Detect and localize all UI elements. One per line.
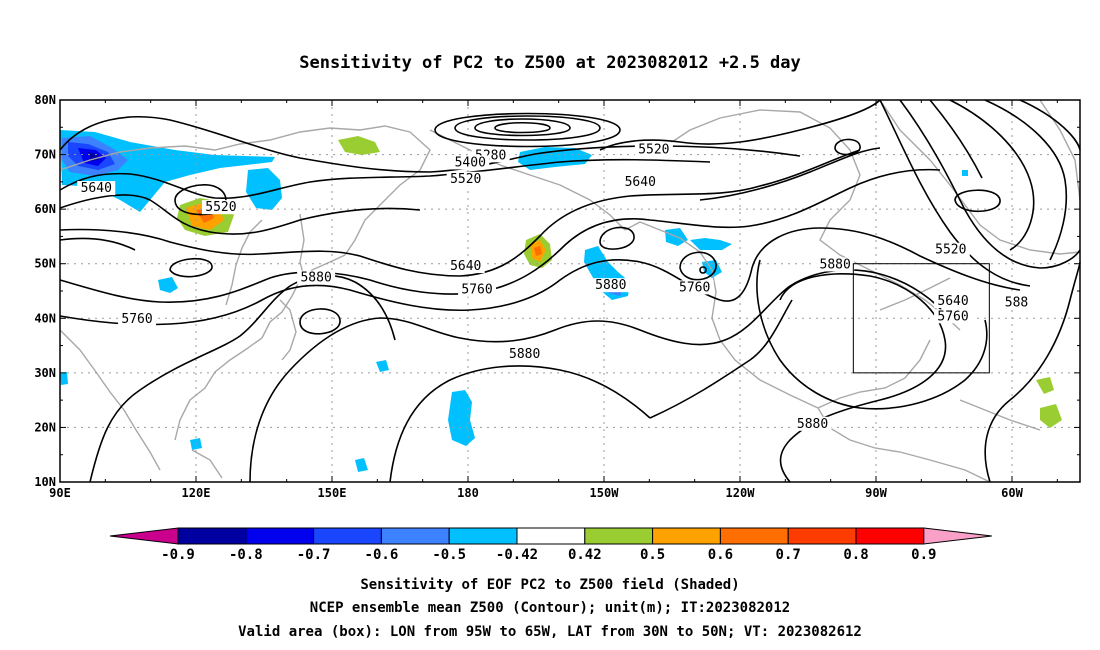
- contour-label-bg: [793, 416, 832, 431]
- colorbar-tick-label: -0.5: [432, 547, 466, 563]
- colorbar-high-triangle: [923, 527, 992, 545]
- contour-label: 5520: [935, 243, 966, 258]
- contour-label-bg: [934, 294, 973, 309]
- lon-label: 90E: [49, 486, 71, 500]
- contour-label-bg: [458, 282, 497, 297]
- lon-label: 150E: [318, 486, 347, 500]
- contour-label-bg: [77, 181, 116, 196]
- contour-label-bg: [675, 280, 714, 295]
- contour-label-bg: [297, 270, 336, 285]
- colorbar-tick-label: -0.8: [229, 547, 263, 563]
- lat-label: 50N: [34, 257, 56, 271]
- caption-valid-area: Valid area (box): LON from 95W to 65W, L…: [238, 624, 862, 640]
- contour-label: 5640: [81, 181, 112, 196]
- colorbar-segment: [177, 527, 247, 545]
- contour-label-bg: [505, 346, 544, 361]
- colorbar-segment: [380, 527, 450, 545]
- colorbar-tick-label: -0.42: [496, 547, 538, 563]
- contour-label: 5760: [679, 280, 710, 295]
- colorbar-tick-label: -0.9: [161, 547, 195, 563]
- colorbar-segment: [245, 527, 315, 545]
- contour-label: 5640: [625, 175, 656, 190]
- longitude-labels: 90E 120E 150E 180 150W 120W 90W 60W: [49, 486, 1023, 500]
- colorbar-segment: [448, 527, 518, 545]
- lat-label: 30N: [34, 366, 56, 380]
- lat-label: 80N: [34, 93, 56, 107]
- colorbar-tick-label: -0.7: [297, 547, 331, 563]
- colorbar-segment: [855, 527, 925, 545]
- lat-label: 10N: [34, 475, 56, 489]
- lat-label: 70N: [34, 148, 56, 162]
- contour-label: 5400: [455, 155, 486, 170]
- colorbar-segment: [584, 527, 654, 545]
- colorbar-segment: [516, 527, 586, 545]
- colorbar-tick-label: 0.5: [640, 547, 665, 563]
- contour-label-bg: [634, 142, 673, 157]
- lat-label: 20N: [34, 420, 56, 434]
- colorbar-segment: [313, 527, 382, 545]
- colorbar-tick-label: 0.42: [568, 547, 602, 563]
- contour-label: 5880: [595, 278, 626, 293]
- contour-label: 5640: [937, 294, 968, 309]
- colorbar-segment: [652, 527, 721, 545]
- colorbar: -0.9 -0.8 -0.7 -0.6 -0.5 -0.42 0.42 0.5 0.6 0.7 0.…: [109, 527, 992, 563]
- contour-label: 5760: [121, 312, 152, 327]
- colorbar-low-triangle: [109, 527, 179, 545]
- colorbar-segment: [787, 527, 857, 545]
- contour-label-bg: [201, 200, 240, 215]
- valid-area-box: [852, 263, 990, 374]
- colorbar-tick-label: 0.9: [911, 547, 936, 563]
- contour-label: 5520: [450, 172, 481, 187]
- colorbar-tick-label: 0.6: [708, 547, 733, 563]
- contour-label-bg: [451, 155, 490, 170]
- lon-label: 120E: [182, 486, 211, 500]
- contour-label-bg: [931, 242, 970, 257]
- contour-label-bg: [816, 257, 855, 272]
- colorbar-segment: [719, 527, 789, 545]
- caption-shaded: Sensitivity of EOF PC2 to Z500 field (Sh…: [360, 577, 739, 593]
- figure-title: Sensitivity of PC2 to Z500 at 2023082012…: [299, 53, 801, 73]
- contour-label: 5880: [300, 271, 331, 286]
- latitude-labels: 80N 70N 60N 50N 40N 30N 20N 10N: [34, 93, 56, 489]
- contour-label: 5640: [450, 259, 481, 274]
- colorbar-tick-label: 0.8: [843, 547, 868, 563]
- z500-contours: [59, 99, 1081, 483]
- lon-label: 90W: [865, 486, 887, 500]
- lon-label: 180: [457, 486, 479, 500]
- caption-contour: NCEP ensemble mean Z500 (Contour); unit(…: [310, 600, 790, 616]
- lat-label: 60N: [34, 202, 56, 216]
- contour-label-bg: [446, 259, 485, 274]
- contour-label-bg: [118, 312, 157, 327]
- contour-label: 5880: [820, 257, 851, 272]
- lon-label: 60W: [1001, 486, 1023, 500]
- colorbar-tick-label: 0.7: [776, 547, 801, 563]
- lon-label: 150W: [590, 486, 620, 500]
- contour-label: 5880: [509, 347, 540, 362]
- contour-label: 5520: [205, 200, 236, 215]
- axis-tick-marks: [59, 99, 1080, 483]
- contour-label-bg: [934, 309, 973, 324]
- lat-label: 40N: [34, 311, 56, 325]
- colorbar-tick-label: -0.6: [365, 547, 399, 563]
- contour-label: 5760: [937, 309, 968, 324]
- contour-label-bg: [1001, 295, 1032, 310]
- contour-label-bg: [446, 171, 485, 186]
- contour-label: 5520: [638, 142, 669, 157]
- contour-label: 5880: [797, 417, 828, 432]
- contour-label-bg: [591, 278, 630, 293]
- contour-label-bg: [621, 175, 660, 190]
- lon-label: 120W: [726, 486, 756, 500]
- contour-label: 588: [1005, 296, 1028, 311]
- contour-label: 5760: [461, 283, 492, 298]
